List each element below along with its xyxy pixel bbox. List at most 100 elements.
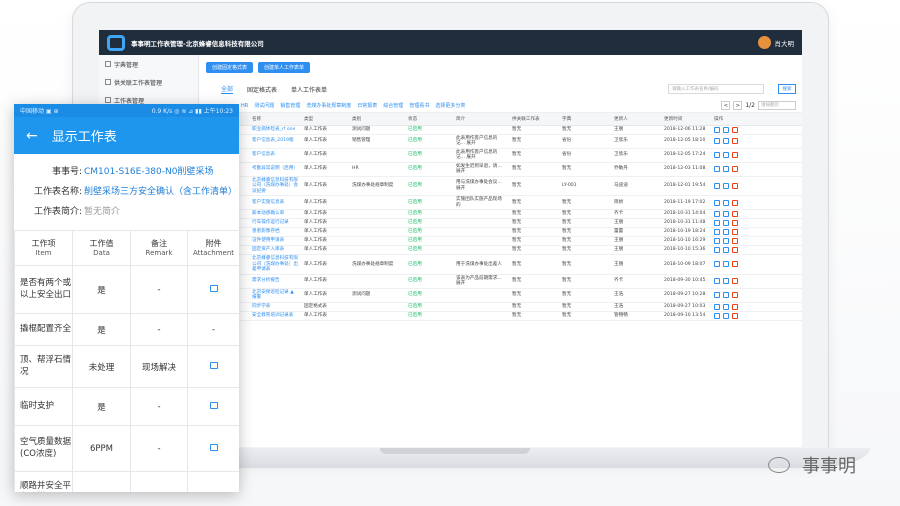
table-row[interactable]: 10231618薪本动感确认单单人工作表已启用暂无暂无齐卡2018-10-31 … [199,209,802,219]
cell-name[interactable]: 薪本动感确认单 [249,209,301,219]
tab-fixed[interactable]: 固定格式表 [247,86,278,94]
bell-icon[interactable] [723,303,729,310]
edit-icon[interactable] [714,238,720,244]
filter-sales[interactable]: 销售管理 [280,103,301,109]
bell-icon[interactable] [723,138,729,144]
search-button[interactable]: 搜索 [778,84,796,94]
next-page-button[interactable]: > [733,101,743,110]
table-row[interactable]: 06151612同步学表固定格式表已启用暂无暂无王浩2018-09-27 10:… [199,302,802,312]
edit-icon[interactable] [714,211,720,217]
filter-daily[interactable]: 日常报表 [357,103,378,109]
bell-icon[interactable] [723,247,729,253]
cell-name[interactable]: 需求分析报告 [249,274,301,289]
bell-icon[interactable] [723,211,729,217]
delete-icon[interactable] [732,126,738,133]
edit-icon[interactable] [714,303,720,310]
edit-icon[interactable] [714,261,720,268]
edit-icon[interactable] [714,220,720,226]
cell-name[interactable]: 行车操作运行记录 [249,218,301,228]
delete-icon[interactable] [732,220,738,226]
bell-icon[interactable] [723,278,729,284]
delete-icon[interactable] [732,199,738,206]
page-jump-input[interactable]: 请按翻页 [758,101,796,110]
cell-name[interactable]: 固定资产入库表 [249,245,301,255]
tab-all[interactable]: 全部 [221,86,234,94]
table-row[interactable]: 12051631职业病体检表_rf one单人工作表测试问题已启用暂无暂无王朋2… [199,125,802,135]
cell-attachment[interactable] [187,425,239,472]
filter-test[interactable]: 测试问题 [254,103,275,109]
cell-name[interactable]: 证件使用申请表 [249,236,301,246]
edit-icon[interactable] [714,182,720,189]
filter-general[interactable]: 综合管理 [383,103,404,109]
table-row[interactable]: 07261446客户信息表_2019版单人工作表销售管理已启用此表用作客户信息的… [199,134,802,149]
table-row[interactable]: 09101347安全教育培训记录表单人工作表已启用暂无暂无管畅畅2018-09-… [199,311,802,321]
bell-icon[interactable] [723,182,729,189]
cell-attachment[interactable] [187,387,239,426]
table-row[interactable]: 10191828患者影像存档单人工作表已启用暂无暂无蕾蕾2018-10-19 1… [199,227,802,237]
delete-icon[interactable] [732,182,738,189]
edit-icon[interactable] [714,166,720,172]
table-row[interactable]: -004北京蜂睿信息科技有限公司（洗煤办事处）出差申请表单人工作表洗煤办事处规章… [199,254,802,275]
bell-icon[interactable] [723,199,729,206]
cell-name[interactable]: 职业病体检表_rf one [249,125,301,135]
sidebar-item-related-sheets[interactable]: 供关联工作表管理 [99,73,198,91]
search-input[interactable]: 请输入工作表名称/编码 [668,84,764,94]
filter-more[interactable]: 选择更多分类 [435,103,466,109]
edit-icon[interactable] [714,247,720,253]
table-row[interactable]: -005固定资产入库表单人工作表已启用暂无暂无王朋2018-10-10 15:3… [199,245,802,255]
delete-icon[interactable] [732,278,738,284]
bell-icon[interactable] [723,292,729,298]
cell-name[interactable]: 同步学表 [249,302,301,312]
delete-icon[interactable] [732,166,738,172]
cell-name[interactable]: 北京安保巡检记录 ▲ 报警 [249,288,301,303]
bell-icon[interactable] [723,312,729,319]
filter-books[interactable]: 管理看书 [409,103,430,109]
cell-attachment[interactable] [187,265,239,314]
edit-icon[interactable] [714,278,720,284]
delete-icon[interactable] [732,312,738,319]
sidebar-item-sheets[interactable]: 工作表管理 [99,91,198,109]
filter-rules[interactable]: 洗煤办事处规章制度 [306,103,352,109]
bell-icon[interactable] [723,238,729,244]
delete-icon[interactable] [732,261,738,268]
bell-icon[interactable] [723,220,729,226]
cell-attachment[interactable] [187,345,239,388]
edit-icon[interactable] [714,126,720,133]
bell-icon[interactable] [723,166,729,172]
image-attachment-icon[interactable] [209,443,218,451]
edit-icon[interactable] [714,152,720,158]
delete-icon[interactable] [732,303,738,310]
delete-icon[interactable] [732,238,738,244]
delete-icon[interactable] [732,292,738,298]
create-fixed-sheet-button[interactable]: 创建固定格式表 [206,61,254,73]
cell-name[interactable]: 客户实施信息表 [249,195,301,210]
cell-name[interactable]: 北京蜂睿信息科技有限公司（洗煤办事处）会议纪要 [249,176,301,196]
image-attachment-icon[interactable] [209,361,218,369]
delete-icon[interactable] [732,211,738,217]
bell-icon[interactable] [723,229,729,235]
edit-icon[interactable] [714,138,720,144]
table-row[interactable]: -003北京蜂睿信息科技有限公司（洗煤办事处）会议纪要单人工作表洗煤办事处规章制… [199,176,802,196]
column-header[interactable]: 更新时间 [661,113,711,126]
sidebar-item-dictionary[interactable]: 字典管理 [99,55,198,73]
prev-page-button[interactable]: < [721,101,731,110]
cell-name[interactable]: 安全教育培训记录表 [249,311,301,321]
cell-name[interactable]: 北京蜂睿信息科技有限公司（洗煤办事处）出差申请表 [249,254,301,275]
cell-name[interactable]: 客户信息表 [249,148,301,163]
create-single-sheet-button[interactable]: 创建单人工作表单 [258,61,311,73]
user-menu[interactable]: 肖大明 [757,36,794,49]
avatar[interactable] [757,36,771,49]
bell-icon[interactable] [723,126,729,133]
delete-icon[interactable] [732,229,738,235]
edit-icon[interactable] [714,292,720,298]
bell-icon[interactable] [723,261,729,268]
table-row[interactable]: 25ZJ1行车操作运行记录单人工作表已启用暂无暂无王朋2018-10-31 11… [199,218,802,228]
table-row[interactable]: 09300950需求分析报告单人工作表已启用该表为产品前期需求... 展开暂无暂… [199,274,802,289]
image-attachment-icon[interactable] [209,284,218,292]
cell-name[interactable]: 患者影像存档 [249,227,301,237]
cell-name[interactable]: 客户信息表_2019版 [249,134,301,149]
edit-icon[interactable] [714,312,720,319]
back-arrow-icon[interactable]: ← [26,127,38,144]
image-attachment-icon[interactable] [209,401,218,409]
